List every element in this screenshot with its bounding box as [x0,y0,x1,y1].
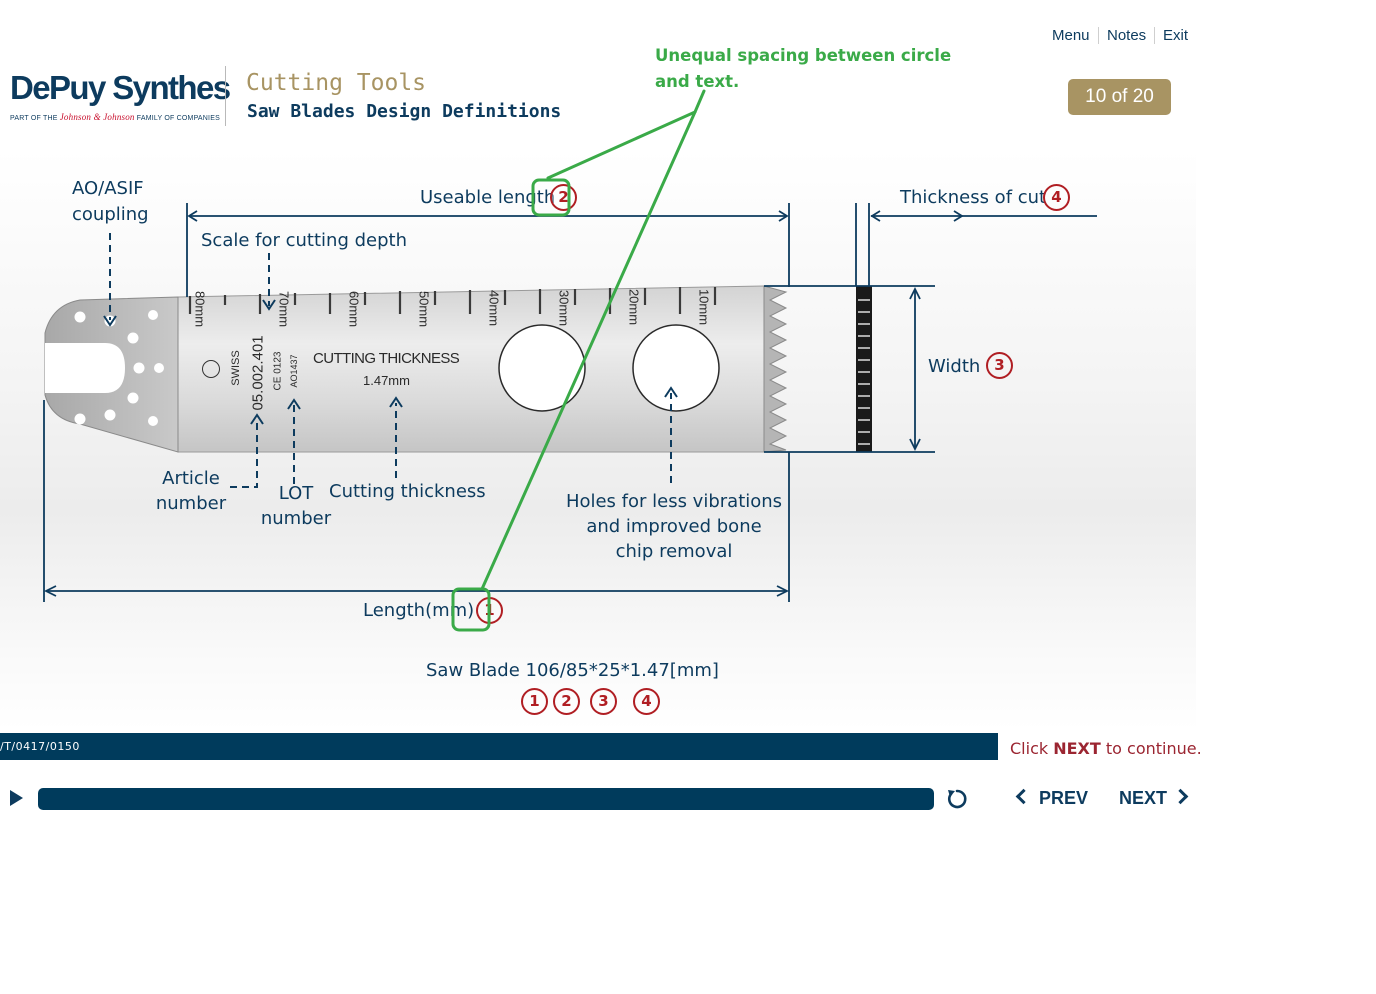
marker-length: 1 [476,597,503,624]
marker-spec-4: 4 [633,688,660,715]
marker-thickness-of-cut: 4 [1043,184,1070,211]
marker-spec-1: 1 [521,688,548,715]
useable-length-label: Useable length [420,187,556,208]
company-logo: DePuy Synthes PART OF THE Johnson & John… [10,69,231,123]
review-comment: Unequal spacing between circle and text. [655,46,952,91]
chevron-left-icon [1015,788,1032,805]
logo-subtext: PART OF THE Johnson & Johnson FAMILY OF … [10,112,220,122]
notes-link[interactable]: Notes [1107,27,1147,44]
header-divider [225,66,226,126]
replay-icon [947,789,967,809]
coupling-label: AO/ASIF [72,178,144,199]
blade-body [44,285,788,453]
thickness-of-cut-label: Thickness of cut [900,187,1047,208]
holes-label: Holes for less vibrations and improved bo… [565,491,783,562]
leader-arrows [103,233,678,488]
marker-spec-3: 3 [590,688,617,715]
play-icon [10,790,23,806]
document-code: /T/0417/0150 [0,740,80,753]
width-label: Width [928,356,981,377]
blade-side-view [856,286,872,452]
marker-useable-length: 2 [550,184,577,211]
length-label: Length(mm) [363,600,475,621]
marker-width: 3 [986,352,1013,379]
cutting-thickness-label: Cutting thickness [329,481,486,502]
marker-spec-2: 2 [553,688,580,715]
replay-button[interactable] [945,787,969,811]
progress-bar[interactable] [38,788,934,810]
coupling-label: coupling [72,204,149,225]
footer-bar [0,733,998,760]
course-title: Cutting Tools [246,70,427,96]
nav-separator [1098,27,1099,44]
exit-link[interactable]: Exit [1163,27,1189,44]
page-indicator: 10 of 20 [1068,79,1171,115]
nav-separator [1154,27,1155,44]
saw-blade-spec: Saw Blade 106/85*25*1.47[mm] [426,660,719,681]
menu-link[interactable]: Menu [1052,27,1090,44]
prev-button[interactable]: PREV [1014,788,1088,809]
next-button[interactable]: NEXT [1119,788,1189,809]
article-number-label: Article number [155,468,227,514]
lot-number-label: LOT number [260,483,332,529]
chevron-right-icon [1172,788,1189,805]
logo-text: DePuy Synthes [10,69,231,106]
continue-hint: Click NEXT to continue. [1010,739,1202,758]
play-button[interactable] [5,787,27,809]
scale-label: Scale for cutting depth [201,230,407,251]
